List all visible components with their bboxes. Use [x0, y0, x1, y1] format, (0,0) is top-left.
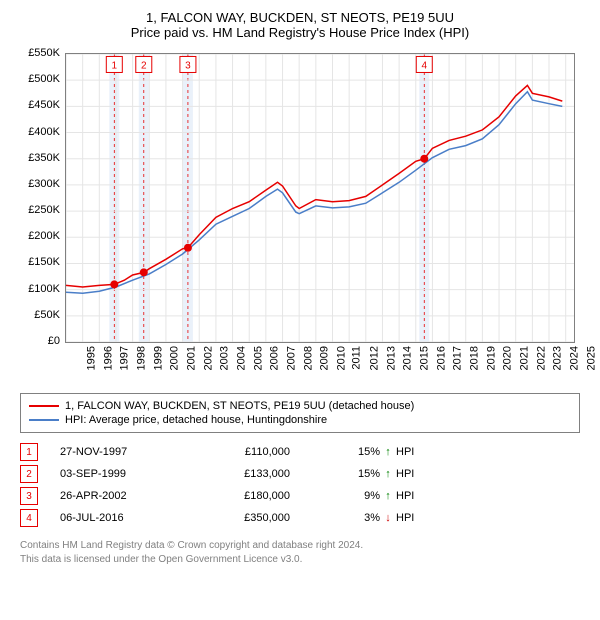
footer-line1: Contains HM Land Registry data © Crown c…	[20, 539, 580, 553]
sale-row: 2 03-SEP-1999£133,00015%↑HPI	[20, 463, 580, 485]
sale-date: 06-JUL-2016	[60, 512, 210, 524]
title-address: 1, FALCON WAY, BUCKDEN, ST NEOTS, PE19 5…	[10, 10, 590, 25]
sale-row: 3 26-APR-2002£180,0009%↑HPI	[20, 485, 580, 507]
chart-title: 1, FALCON WAY, BUCKDEN, ST NEOTS, PE19 5…	[10, 10, 590, 40]
sale-arrow-icon: ↑	[380, 468, 396, 480]
svg-text:3: 3	[185, 60, 191, 71]
y-tick-label: £250K	[28, 204, 60, 216]
sale-vs-label: HPI	[396, 512, 456, 524]
y-tick-label: £300K	[28, 178, 60, 190]
y-tick-label: £200K	[28, 230, 60, 242]
sale-row: 1 27-NOV-1997£110,00015%↑HPI	[20, 441, 580, 463]
sales-table: 127-NOV-1997£110,00015%↑HPI203-SEP-1999£…	[20, 441, 580, 529]
sale-date: 03-SEP-1999	[60, 468, 210, 480]
y-tick-label: £450K	[28, 99, 60, 111]
legend-swatch	[29, 419, 59, 421]
sale-pct: 3%	[320, 512, 380, 524]
sale-pct: 15%	[320, 468, 380, 480]
y-tick-label: £50K	[34, 309, 60, 321]
sale-vs-label: HPI	[396, 490, 456, 502]
y-tick-label: £100K	[28, 283, 60, 295]
sale-arrow-icon: ↑	[380, 446, 396, 458]
sale-marker-icon: 3	[20, 487, 38, 505]
sale-price: £180,000	[210, 490, 320, 502]
legend-item: HPI: Average price, detached house, Hunt…	[29, 413, 571, 427]
chart-area: 1 2 3 4 £0 £50K £100K £150K £200K £250K £300K £350…	[20, 48, 580, 383]
x-tick-label: 2025	[585, 346, 600, 370]
plot-box: 1 2 3 4	[65, 53, 575, 343]
sale-arrow-icon: ↑	[380, 490, 396, 502]
y-tick-label: £550K	[28, 47, 60, 59]
svg-text:1: 1	[112, 60, 118, 71]
y-tick-label: £350K	[28, 152, 60, 164]
sale-vs-label: HPI	[396, 446, 456, 458]
y-tick-label: £400K	[28, 126, 60, 138]
sale-pct: 9%	[320, 490, 380, 502]
footer-line2: This data is licensed under the Open Gov…	[20, 553, 580, 567]
y-tick-label: £0	[48, 335, 60, 347]
footer-attribution: Contains HM Land Registry data © Crown c…	[20, 539, 580, 566]
svg-text:4: 4	[421, 60, 427, 71]
sale-marker-icon: 4	[20, 509, 38, 527]
legend-label: 1, FALCON WAY, BUCKDEN, ST NEOTS, PE19 5…	[65, 400, 414, 412]
sale-date: 26-APR-2002	[60, 490, 210, 502]
sale-row: 4 06-JUL-2016£350,0003%↓HPI	[20, 507, 580, 529]
sale-price: £133,000	[210, 468, 320, 480]
title-subtitle: Price paid vs. HM Land Registry's House …	[10, 25, 590, 40]
legend-swatch	[29, 405, 59, 407]
svg-text:2: 2	[141, 60, 147, 71]
y-tick-label: £500K	[28, 73, 60, 85]
y-tick-label: £150K	[28, 256, 60, 268]
sale-price: £110,000	[210, 446, 320, 458]
sale-pct: 15%	[320, 446, 380, 458]
sale-arrow-icon: ↓	[380, 512, 396, 524]
legend-item: 1, FALCON WAY, BUCKDEN, ST NEOTS, PE19 5…	[29, 399, 571, 413]
sale-marker-icon: 2	[20, 465, 38, 483]
sale-vs-label: HPI	[396, 468, 456, 480]
legend: 1, FALCON WAY, BUCKDEN, ST NEOTS, PE19 5…	[20, 393, 580, 433]
sale-date: 27-NOV-1997	[60, 446, 210, 458]
sale-marker-icon: 1	[20, 443, 38, 461]
sale-price: £350,000	[210, 512, 320, 524]
legend-label: HPI: Average price, detached house, Hunt…	[65, 414, 327, 426]
